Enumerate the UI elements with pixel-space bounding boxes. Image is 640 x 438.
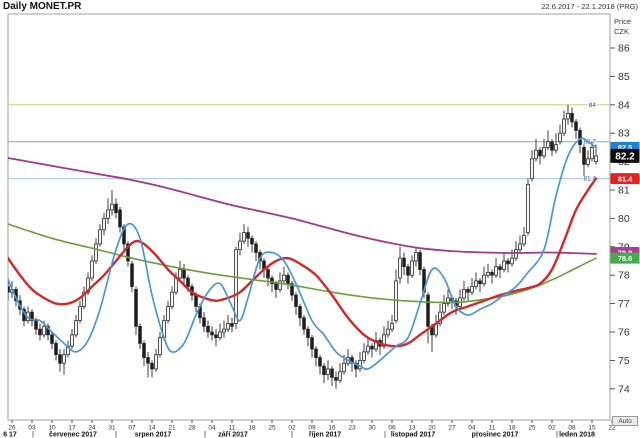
- price-axis[interactable]: [610, 14, 640, 416]
- svg-text:21: 21: [168, 425, 176, 432]
- svg-text:83: 83: [618, 128, 630, 140]
- svg-text:82.5: 82.5: [618, 143, 633, 152]
- svg-text:13: 13: [408, 425, 416, 432]
- svg-text:23: 23: [348, 425, 356, 432]
- svg-text:17: 17: [68, 425, 76, 432]
- svg-text:74: 74: [618, 383, 630, 395]
- svg-text:03: 03: [28, 425, 36, 432]
- svg-text:02: 02: [288, 425, 296, 432]
- svg-text:říjen 2017: říjen 2017: [309, 432, 341, 438]
- svg-text:85: 85: [618, 71, 630, 83]
- svg-text:16: 16: [328, 425, 336, 432]
- svg-text:77: 77: [618, 298, 630, 310]
- svg-text:srpen 2017: srpen 2017: [135, 432, 172, 438]
- svg-text:20: 20: [428, 425, 436, 432]
- svg-text:28: 28: [188, 425, 196, 432]
- svg-text:84: 84: [618, 99, 630, 111]
- svg-text:leden 2018: leden 2018: [559, 432, 595, 438]
- svg-text:18: 18: [248, 425, 256, 432]
- svg-text:09: 09: [308, 425, 316, 432]
- svg-text:07: 07: [128, 425, 136, 432]
- svg-text:30: 30: [368, 425, 376, 432]
- svg-text:15: 15: [588, 425, 596, 432]
- svg-text:6 17: 6 17: [3, 432, 17, 438]
- svg-text:08: 08: [568, 425, 576, 432]
- ma-fast-blue: [8, 137, 597, 370]
- svg-text:24: 24: [88, 425, 96, 432]
- svg-text:18: 18: [508, 425, 516, 432]
- svg-text:31: 31: [108, 425, 116, 432]
- svg-text:81.4: 81.4: [618, 174, 633, 183]
- svg-text:02: 02: [548, 425, 556, 432]
- price-badge-78.6: [610, 252, 640, 264]
- currency-label: CZK: [614, 27, 629, 36]
- svg-text:11: 11: [489, 425, 496, 432]
- svg-text:14: 14: [148, 425, 156, 432]
- price-axis-title: Price: [614, 17, 632, 26]
- svg-text:27: 27: [448, 425, 456, 432]
- svg-text:11: 11: [229, 425, 236, 432]
- svg-text:červenec 2017: červenec 2017: [49, 432, 97, 438]
- svg-text:80: 80: [618, 213, 630, 225]
- svg-text:82.2: 82.2: [615, 152, 635, 163]
- svg-text:84: 84: [589, 102, 597, 109]
- ma-slowest-purple: [8, 157, 597, 255]
- svg-text:04: 04: [468, 425, 476, 432]
- svg-text:prosinec 2017: prosinec 2017: [472, 432, 519, 438]
- svg-text:81.4: 81.4: [583, 176, 596, 183]
- svg-text:78: 78: [618, 270, 630, 282]
- svg-text:25: 25: [528, 425, 536, 432]
- chart-title: Daily MONET.PR: [3, 1, 82, 12]
- candlesticks: [8, 104, 598, 389]
- svg-text:22: 22: [608, 425, 616, 432]
- date-range-label: 22.6.2017 - 22.1.2018 (PRG): [541, 2, 638, 11]
- axis-price-badges: 82.582.281.478.878.6: [610, 141, 640, 264]
- time-scale[interactable]: 26 03 10 17 24 31 07 14 21 28 04 11 18 25 02 09 16 23 30 06…: [3, 420, 616, 438]
- plot-border: [7, 13, 611, 421]
- svg-text:10: 10: [48, 425, 56, 432]
- price-badge-82.2: [610, 148, 640, 163]
- svg-text:78.6: 78.6: [618, 254, 633, 263]
- svg-text:76: 76: [618, 327, 630, 339]
- auto-scale-button[interactable]: Auto: [612, 416, 638, 426]
- time-axis[interactable]: [8, 420, 610, 438]
- svg-text:26: 26: [8, 425, 16, 432]
- svg-text:04: 04: [208, 425, 216, 432]
- svg-text:září 2017: září 2017: [218, 432, 248, 438]
- svg-text:75: 75: [618, 355, 630, 367]
- svg-text:25: 25: [268, 425, 276, 432]
- svg-text:86: 86: [618, 43, 630, 55]
- svg-text:listopad 2017: listopad 2017: [391, 432, 435, 438]
- svg-text:06: 06: [388, 425, 396, 432]
- svg-text:81: 81: [618, 185, 630, 197]
- price-badge-81.4: [610, 173, 640, 185]
